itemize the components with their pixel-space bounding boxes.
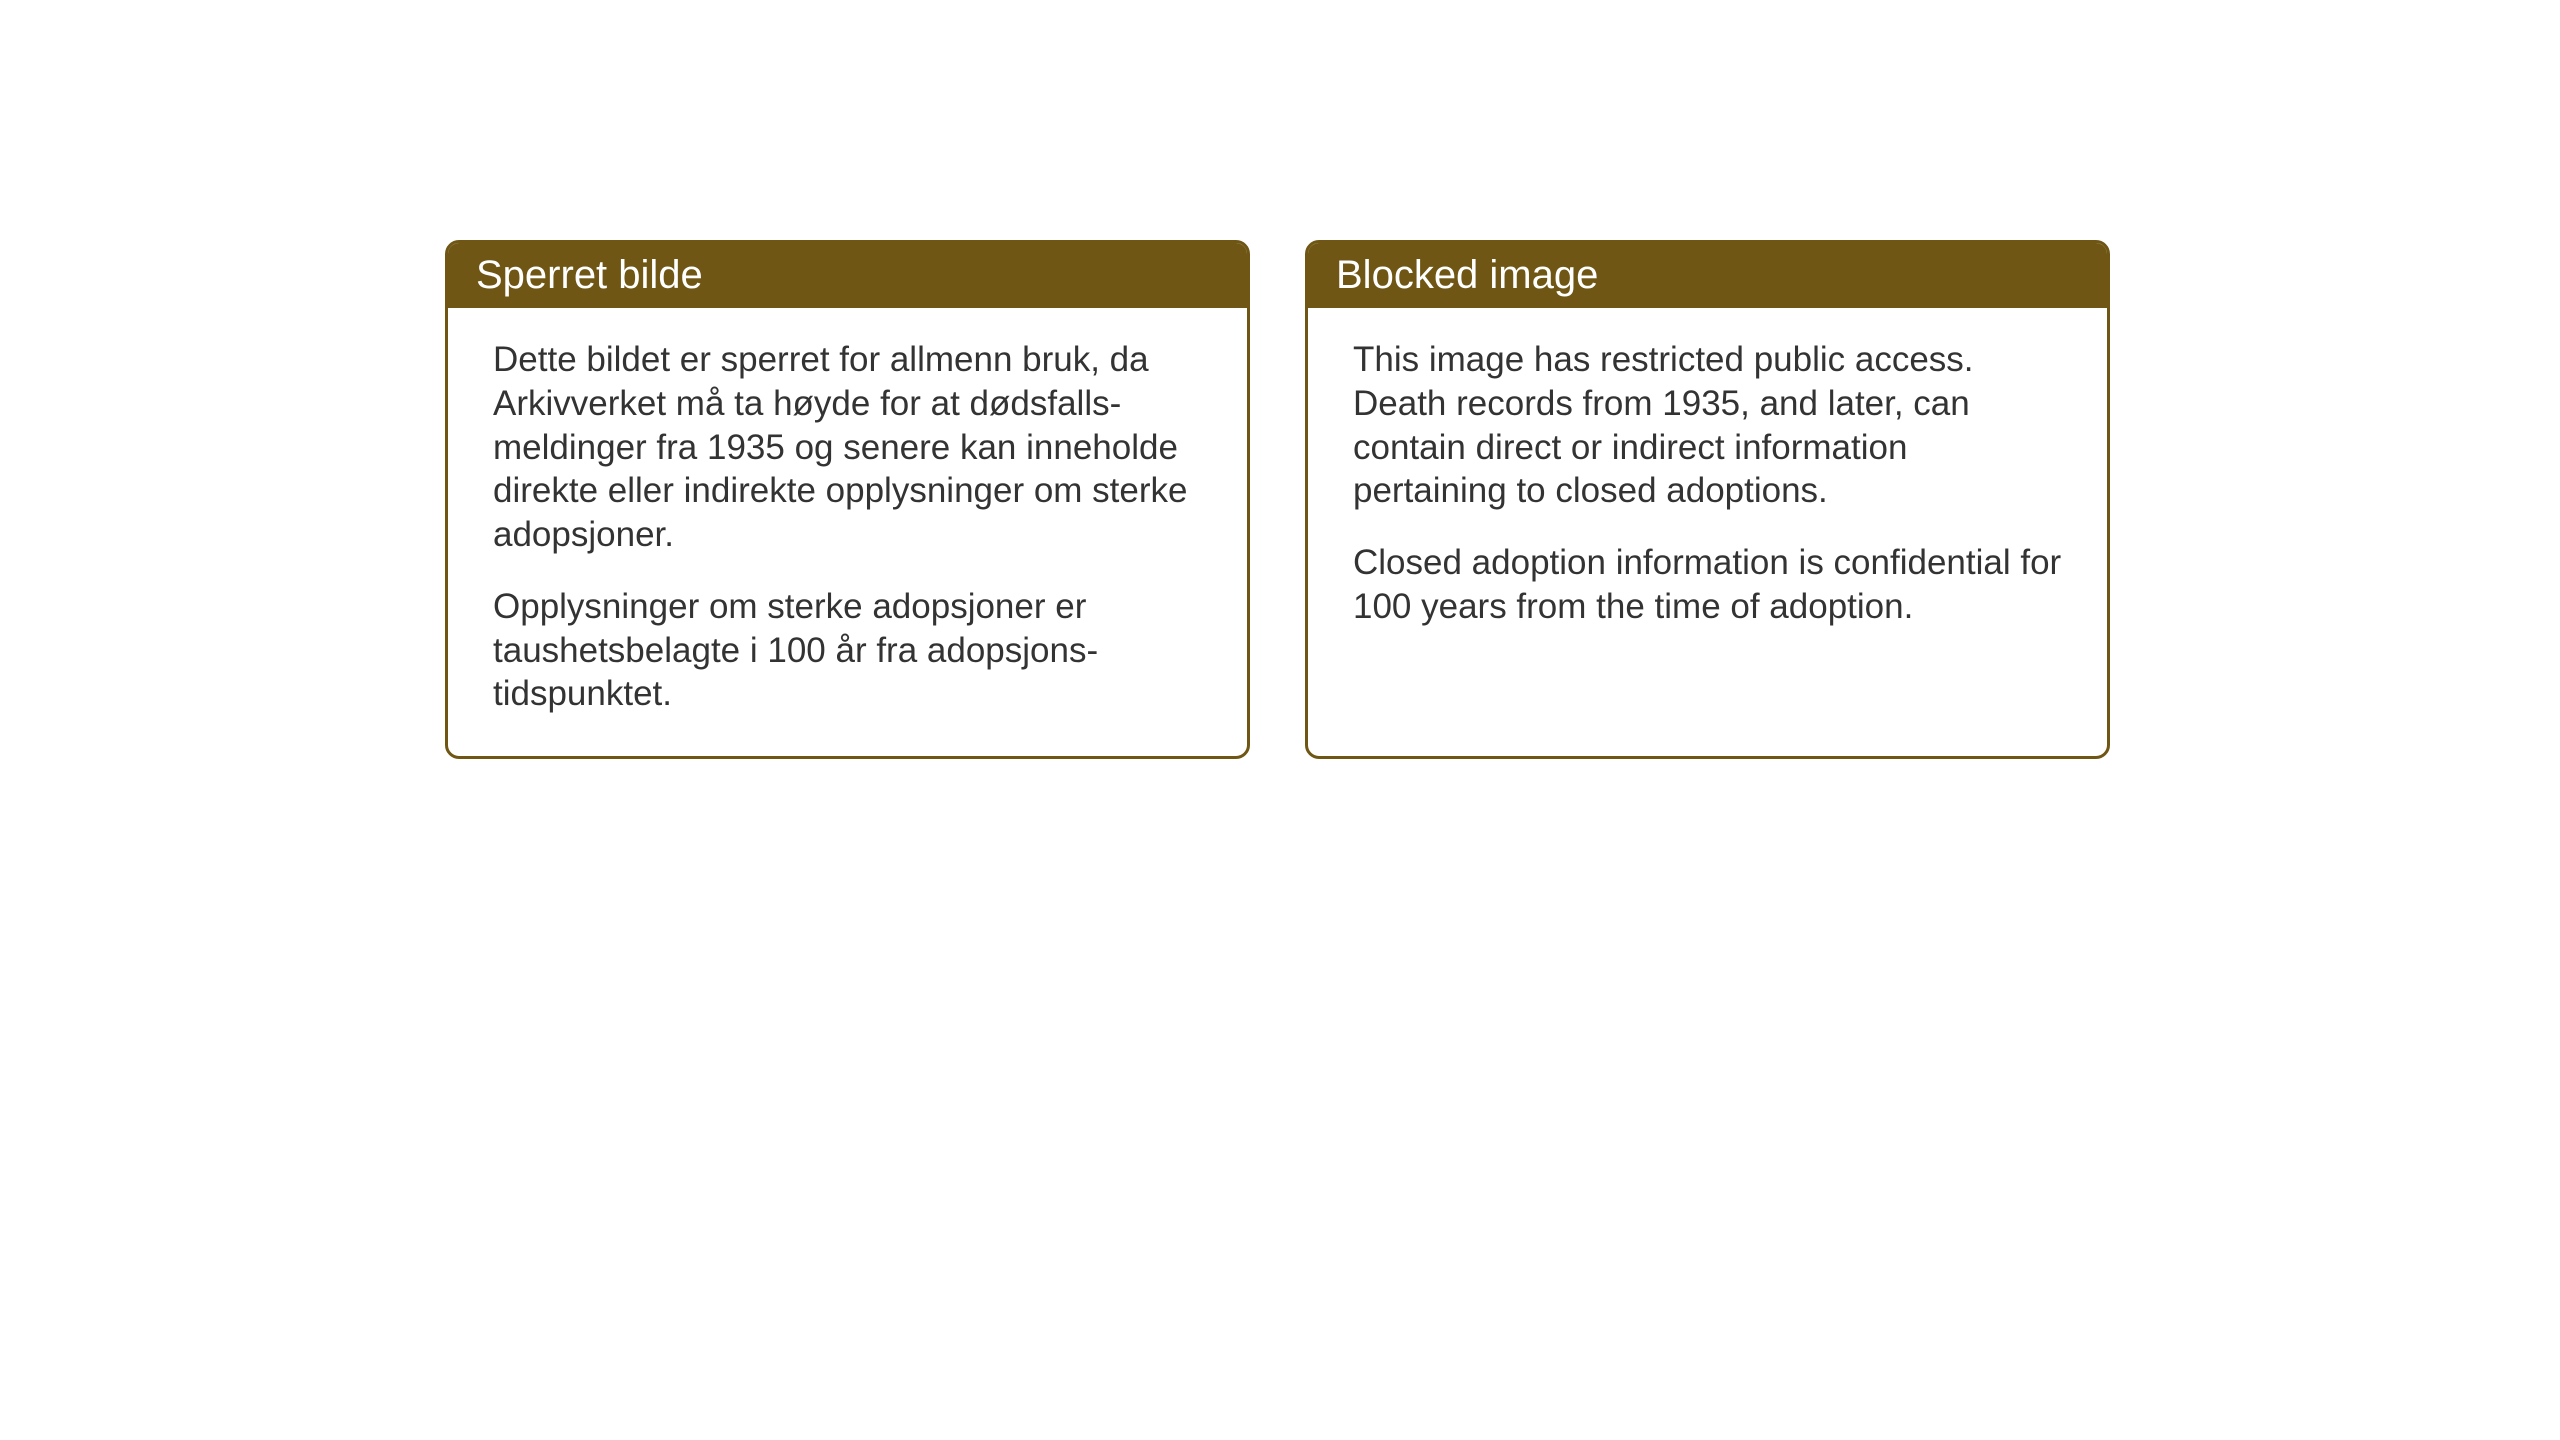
english-card-body: This image has restricted public access.… xyxy=(1308,308,2107,716)
english-paragraph-2: Closed adoption information is confident… xyxy=(1353,541,2062,629)
norwegian-card-title: Sperret bilde xyxy=(448,243,1247,308)
norwegian-notice-card: Sperret bilde Dette bildet er sperret fo… xyxy=(445,240,1250,759)
norwegian-paragraph-2: Opplysninger om sterke adopsjoner er tau… xyxy=(493,585,1202,716)
norwegian-card-body: Dette bildet er sperret for allmenn bruk… xyxy=(448,308,1247,756)
english-paragraph-1: This image has restricted public access.… xyxy=(1353,338,2062,513)
norwegian-paragraph-1: Dette bildet er sperret for allmenn bruk… xyxy=(493,338,1202,557)
english-notice-card: Blocked image This image has restricted … xyxy=(1305,240,2110,759)
english-card-title: Blocked image xyxy=(1308,243,2107,308)
notice-cards-container: Sperret bilde Dette bildet er sperret fo… xyxy=(445,240,2110,759)
